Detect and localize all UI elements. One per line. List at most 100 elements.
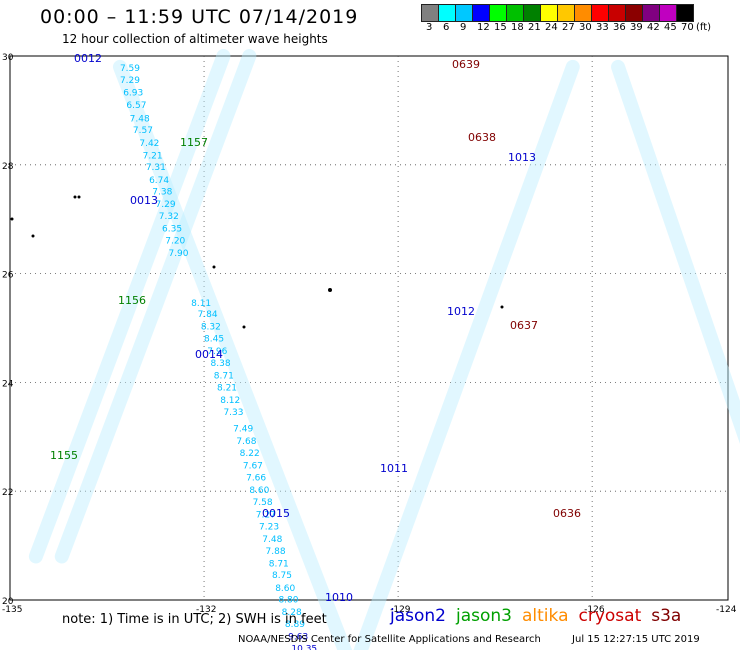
swh-value: 7.59: [120, 64, 140, 74]
swh-value: 8.71: [269, 559, 289, 569]
page-title: 00:00 – 11:59 UTC 07/14/2019: [40, 6, 359, 28]
latitude-label: 24: [2, 379, 14, 389]
color-scale-legend: [421, 4, 694, 22]
island-marker: [328, 288, 332, 292]
longitude-label: -135: [2, 605, 22, 615]
satellite-tracks: [28, 49, 740, 650]
swh-value: 7.38: [152, 188, 172, 198]
pass-id: 1157: [180, 136, 208, 149]
pass-id: 1013: [508, 151, 536, 164]
swh-value: 7.29: [120, 76, 140, 86]
page-subtitle: 12 hour collection of altimeter wave hei…: [62, 32, 328, 46]
swh-value: 7.29: [156, 200, 176, 210]
legend-label: 30: [579, 22, 592, 33]
satellite-track: [611, 59, 740, 445]
swh-value: 8.22: [240, 449, 260, 459]
swh-value: 7.23: [259, 522, 279, 532]
swh-value: 6.74: [149, 176, 169, 186]
pass-id: 0014: [195, 348, 223, 361]
swh-value: 7.68: [236, 437, 256, 447]
legend-label: 27: [562, 22, 575, 33]
swh-value: 7.84: [198, 310, 218, 320]
swh-value: 8.38: [211, 359, 231, 369]
island-marker: [10, 217, 14, 221]
swh-value: 8.80: [278, 596, 298, 606]
latitude-label: 22: [2, 488, 13, 498]
swh-value: 7.66: [246, 473, 266, 483]
legend-label: 42: [647, 22, 660, 33]
legend-label: 18: [511, 22, 524, 33]
pass-id: 0636: [553, 507, 581, 520]
swh-value: 6.35: [162, 225, 182, 235]
longitude-label: -129: [390, 605, 411, 615]
legend-unit: (ft): [696, 22, 712, 33]
swh-value: 8.45: [204, 335, 224, 345]
legend-label: 3: [426, 22, 433, 33]
swh-value: 6.93: [123, 89, 143, 99]
latitude-label: 26: [2, 271, 14, 281]
pass-id: 1010: [325, 591, 353, 604]
swh-value: 7.49: [233, 424, 253, 434]
swh-value: 8.75: [272, 571, 292, 581]
swh-value: 7.58: [253, 498, 273, 508]
swh-value: 7.42: [139, 139, 159, 149]
satellite-name: jason3: [456, 606, 512, 626]
longitude-label: -132: [196, 605, 216, 615]
timestamp: Jul 15 12:27:15 UTC 2019: [572, 634, 700, 645]
legend-label: 12: [477, 22, 490, 33]
satellite-track: [28, 49, 231, 564]
swh-value: 7.48: [262, 535, 282, 545]
swh-value: 8.12: [220, 396, 240, 406]
satellite-legend: jason2 jason3 altika cryosat s3a: [390, 606, 691, 626]
pass-id: 0638: [468, 131, 496, 144]
satellite-name: cryosat: [578, 606, 642, 626]
credit-text: NOAA/NESDIS Center for Satellite Applica…: [238, 634, 541, 645]
legend-label: 9: [460, 22, 467, 33]
pass-id: 0637: [510, 319, 538, 332]
credit-line: NOAA/NESDIS Center for Satellite Applica…: [238, 634, 728, 645]
swh-value: 8.60: [275, 584, 295, 594]
legend-label: 21: [528, 22, 541, 33]
satellite-name: jason2: [390, 606, 446, 626]
swh-value: 7.57: [133, 126, 153, 136]
swh-value: 8.11: [191, 299, 211, 309]
swh-value: 7.31: [146, 163, 166, 173]
map-frame: [9, 55, 729, 601]
satellite-track: [112, 59, 353, 650]
swh-value: 7.33: [223, 408, 243, 418]
swh-value: 10.35: [291, 645, 317, 650]
legend-label: 39: [630, 22, 643, 33]
pass-id: 0012: [74, 52, 102, 65]
legend-label: 33: [596, 22, 609, 33]
swh-value: 7.67: [243, 461, 263, 471]
legend-swatch: [676, 4, 694, 22]
pass-id: 1156: [118, 294, 146, 307]
wave-height-labels: 7.59 7.29 6.93 6.57 7.48 7.57 7.42 7.21 7.31 6.74…: [120, 64, 317, 650]
pass-id: 1155: [50, 449, 78, 462]
pass-labels: 0012 0013 0014 0015 1010 1011 1012 1013 1157 1156…: [50, 52, 581, 604]
legend-label: 70: [681, 22, 694, 33]
satellite-name: altika: [522, 606, 569, 626]
latitude-label: 20: [2, 597, 14, 607]
swh-value: 8.28: [282, 608, 302, 618]
legend-label: 45: [664, 22, 677, 33]
latitude-label: 30: [2, 53, 14, 63]
swh-value: 8.71: [214, 372, 234, 382]
legend-label: 24: [545, 22, 558, 33]
island-marker: [500, 305, 504, 309]
island-markers: [10, 195, 504, 329]
swh-value: 7.48: [130, 114, 150, 124]
swh-value: 9.63: [288, 633, 308, 643]
longitude-label: -124: [716, 605, 737, 615]
satellite-name: s3a: [651, 606, 682, 626]
satellite-track: [353, 59, 580, 650]
island-marker: [73, 195, 77, 199]
satellite-track: [54, 49, 257, 564]
swh-value: 8.32: [201, 323, 221, 333]
swh-value: 7.21: [143, 151, 163, 161]
longitude-label: -126: [584, 605, 605, 615]
legend-label: 36: [613, 22, 626, 33]
island-marker: [242, 325, 246, 329]
